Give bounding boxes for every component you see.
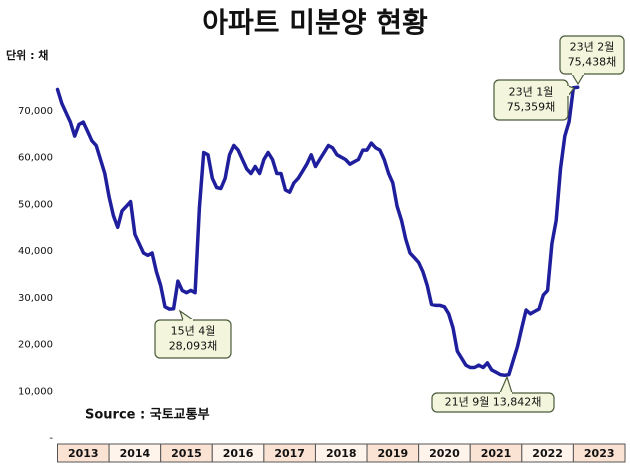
callout-text: 75,438채: [568, 56, 617, 69]
x-tick-label: 2021: [481, 447, 512, 460]
x-tick-label: 2018: [326, 447, 357, 460]
callout-box: [431, 392, 555, 413]
callout-pointer: [570, 73, 586, 86]
callout-pointer: [499, 375, 513, 394]
x-tick-label: 2013: [68, 447, 99, 460]
callout-text: 23년 1월: [509, 86, 554, 99]
callout-pointer: [178, 309, 195, 321]
x-tick-label: 2017: [274, 447, 305, 460]
x-tick-label: 2022: [532, 447, 563, 460]
y-tick-label: 30,000: [18, 293, 53, 304]
unit-label: 단위 : 채: [6, 48, 48, 62]
callout-text: 28,093채: [169, 340, 218, 353]
y-tick-label: 40,000: [18, 246, 53, 257]
chart-title: 아파트 미분양 현황: [202, 6, 428, 39]
callout-text: 75,359채: [507, 101, 556, 114]
x-tick-label: 2020: [429, 447, 460, 460]
callout-box: [493, 79, 569, 121]
callout-text: 15년 4월: [171, 325, 216, 338]
y-tick-label: 20,000: [18, 340, 53, 351]
y-tick-label: 50,000: [18, 199, 53, 210]
x-tick-label: 2023: [584, 447, 615, 460]
callout-text: 21년 9월 13,842채: [445, 396, 542, 409]
callout-text: 23년 2월: [570, 41, 615, 54]
x-tick-label: 2015: [171, 447, 202, 460]
x-tick-label: 2016: [223, 447, 254, 460]
x-tick-label: 2014: [120, 447, 151, 460]
y-tick-label: 10,000: [18, 386, 53, 397]
x-tick-label: 2019: [378, 447, 409, 460]
y-tick-label: 60,000: [18, 153, 53, 164]
y-tick-label: -: [49, 433, 53, 444]
year-box: [572, 443, 626, 463]
y-tick-label: 70,000: [18, 106, 53, 117]
callout-box: [559, 35, 625, 75]
source: Source : 국토교통부: [85, 408, 210, 423]
line-series: [55, 85, 580, 378]
